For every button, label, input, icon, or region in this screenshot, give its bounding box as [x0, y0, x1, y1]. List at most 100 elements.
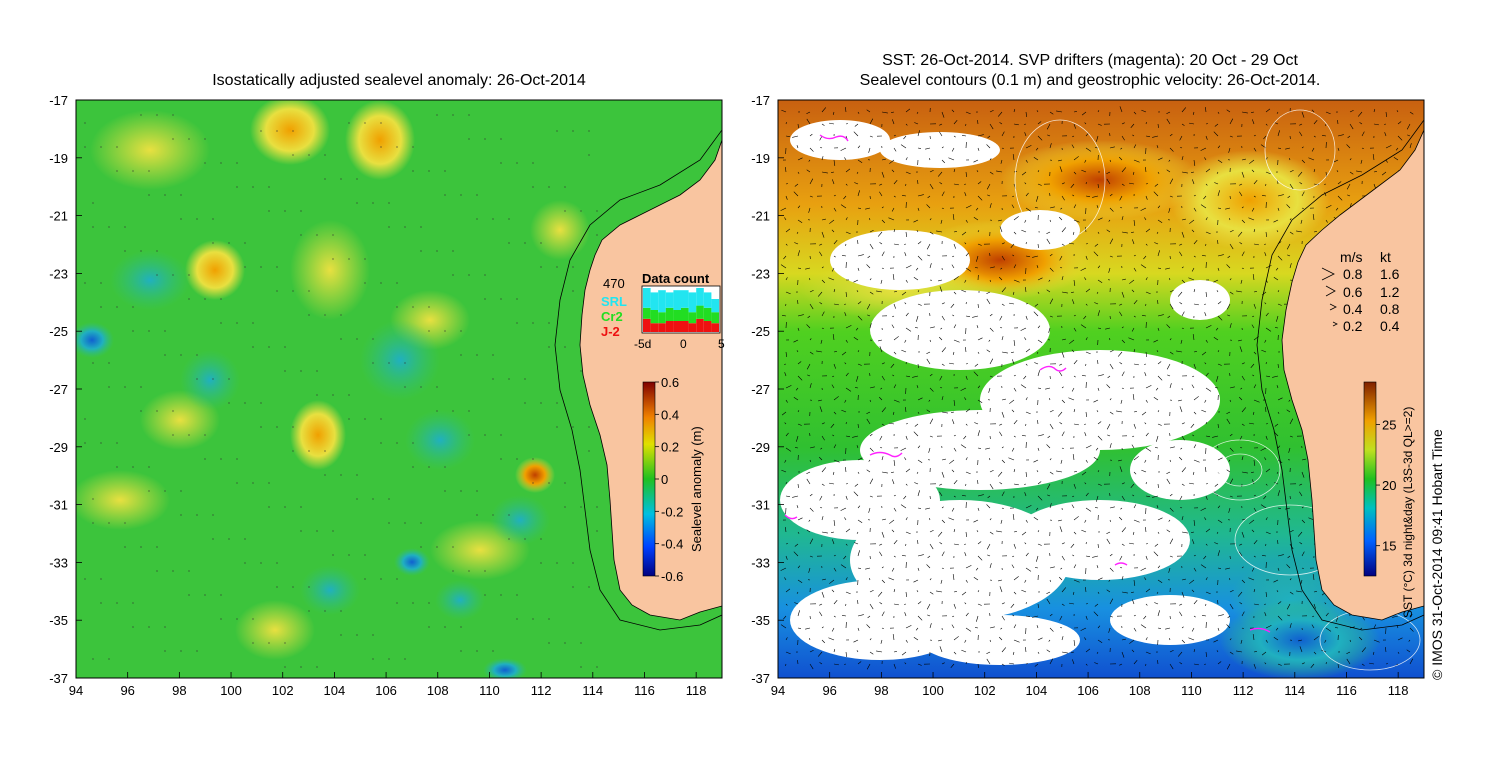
- count-bar-srl: [673, 290, 681, 310]
- left-ytick-label: -25: [49, 324, 68, 339]
- count-bar-cr2: [665, 307, 674, 321]
- right-map: [778, 100, 1424, 678]
- count-bar-cr2: [703, 307, 712, 321]
- count-bar-srl: [711, 299, 719, 313]
- left-ytick-label: -31: [49, 498, 68, 513]
- left-panel-title: Isostatically adjusted sealevel anomaly:…: [212, 72, 586, 89]
- sla-tick-label: 0.2: [661, 440, 679, 455]
- right-ytick-label: -27: [751, 382, 770, 397]
- inset-tick-0: 0: [680, 337, 687, 351]
- velocity-legend: m/s kt 0.8 1.6 0.6 1.2 0.4 0.8 0.2 0.4: [1321, 249, 1400, 334]
- legend-j2: J-2: [601, 324, 620, 339]
- sst-colorbar-ramp: [1363, 381, 1377, 577]
- sla-tick-label: 0.6: [661, 375, 679, 390]
- sea-level-anomaly-field: [76, 100, 598, 678]
- arrow-0-6-icon: [1325, 285, 1336, 297]
- left-xtick-label: 118: [686, 683, 707, 698]
- right-ytick-label: -17: [751, 93, 770, 108]
- right-ytick-label: -21: [751, 209, 770, 224]
- right-xtick-label: 100: [922, 683, 944, 698]
- sla-colorbar: 0.6 0.4 0.2 0 -0.2 -0.4 -0.6 Sealevel anomaly …: [642, 375, 704, 584]
- left-xtick-label: 106: [375, 683, 397, 698]
- right-xtick-label: 114: [1284, 683, 1305, 698]
- right-xtick-label: 96: [822, 683, 836, 698]
- left-ytick-label: -19: [49, 151, 68, 166]
- count-bar-j2: [665, 321, 674, 332]
- left-xtick-label: 108: [427, 683, 449, 698]
- right-xtick-label: 112: [1233, 683, 1254, 698]
- count-bar-cr2: [688, 312, 697, 324]
- count-bar-srl: [665, 292, 674, 308]
- count-bar-cr2: [681, 307, 689, 321]
- count-bar-srl: [681, 290, 689, 308]
- left-xtick-label: 102: [272, 683, 294, 698]
- imos-credit: © IMOS 31-Oct-2014 09:41 Hobart Time: [1429, 429, 1445, 680]
- left-axes: 94 96 98 100 102 104 106 108 110 112 114 116 118 -17 -…: [49, 93, 706, 698]
- left-ytick-label: -35: [49, 613, 68, 628]
- velocity-kt-0: 1.6: [1380, 266, 1400, 282]
- right-axes: 94 96 98 100 102 104 106 108 110 112 114 116 118 -17 -…: [751, 93, 1408, 698]
- count-bar-j2: [681, 321, 689, 332]
- sla-colorbar-label: Sealevel anomaly (m): [689, 426, 704, 552]
- geostrophic-velocity-arrows: [780, 106, 1417, 670]
- right-ytick-label: -29: [751, 440, 770, 455]
- inset-tick-minus5: -5d: [634, 337, 651, 351]
- sst-tick-label: 20: [1382, 478, 1396, 493]
- left-xtick-label: 110: [479, 683, 500, 698]
- left-xtick-label: 116: [634, 683, 655, 698]
- left-ytick-label: -17: [49, 93, 68, 108]
- count-bar-cr2: [696, 305, 704, 319]
- count-bar-srl: [703, 292, 712, 308]
- left-xtick-label: 98: [172, 683, 186, 698]
- right-xtick-label: 104: [1026, 683, 1048, 698]
- right-ytick-label: -31: [751, 498, 770, 513]
- right-ytick-label: -35: [751, 613, 770, 628]
- velocity-header-kt: kt: [1380, 249, 1391, 265]
- right-xtick-label: 94: [771, 683, 785, 698]
- sst-colorbar-label: SST (°C) 3d night&day (L3S-3d QL>=2): [1401, 407, 1415, 618]
- count-bar-j2: [711, 323, 719, 332]
- count-bar-j2: [673, 321, 681, 332]
- count-bar-j2: [703, 321, 712, 332]
- right-ytick-label: -25: [751, 324, 770, 339]
- velocity-kt-3: 0.4: [1380, 318, 1400, 334]
- data-count-inset: 470 Data count SRL Cr2 J-2 -5d 0 5: [601, 271, 725, 351]
- count-bar-cr2: [711, 312, 719, 324]
- count-bar-j2: [650, 323, 659, 332]
- bathymetry-contour-right: [1256, 119, 1424, 631]
- right-xtick-label: 106: [1077, 683, 1099, 698]
- velocity-ms-1: 0.6: [1343, 284, 1363, 300]
- count-bar-cr2: [650, 310, 659, 324]
- count-bar-srl: [650, 292, 659, 310]
- right-ytick-label: -23: [751, 266, 770, 281]
- right-xtick-label: 102: [974, 683, 996, 698]
- count-bar-srl: [658, 290, 666, 313]
- bathymetry-contour-left: [554, 129, 722, 631]
- count-bar-srl: [643, 288, 651, 308]
- sst-tick-label: 15: [1382, 539, 1396, 554]
- velocity-header-ms: m/s: [1340, 249, 1363, 265]
- sst-colorbar: 25 20 15 SST (°C) 3d night&day (L3S-3d QL>…: [1363, 381, 1415, 618]
- count-bar-j2: [658, 323, 666, 332]
- count-bar-j2: [688, 323, 697, 332]
- left-ytick-label: -37: [49, 671, 68, 686]
- right-panel-title-line1: SST: 26-Oct-2014. SVP drifters (magenta)…: [882, 52, 1298, 69]
- right-ytick-label: -37: [751, 671, 770, 686]
- left-xtick-label: 104: [324, 683, 346, 698]
- legend-srl: SRL: [601, 294, 627, 309]
- velocity-kt-1: 1.2: [1380, 284, 1400, 300]
- left-ytick-label: -29: [49, 440, 68, 455]
- land-mass-right: [1281, 129, 1424, 621]
- velocity-ms-0: 0.8: [1343, 266, 1363, 282]
- right-xtick-label: 98: [874, 683, 888, 698]
- left-xtick-label: 114: [582, 683, 603, 698]
- sla-tick-label: 0.4: [661, 407, 679, 422]
- count-bar-cr2: [673, 310, 681, 321]
- data-count-number: 470: [603, 276, 625, 291]
- right-panel-title-line2: Sealevel contours (0.1 m) and geostrophi…: [859, 72, 1321, 89]
- velocity-kt-2: 0.8: [1380, 301, 1400, 317]
- sla-tick-label: 0: [661, 472, 668, 487]
- right-xtick-label: 118: [1388, 683, 1409, 698]
- left-xtick-label: 112: [531, 683, 552, 698]
